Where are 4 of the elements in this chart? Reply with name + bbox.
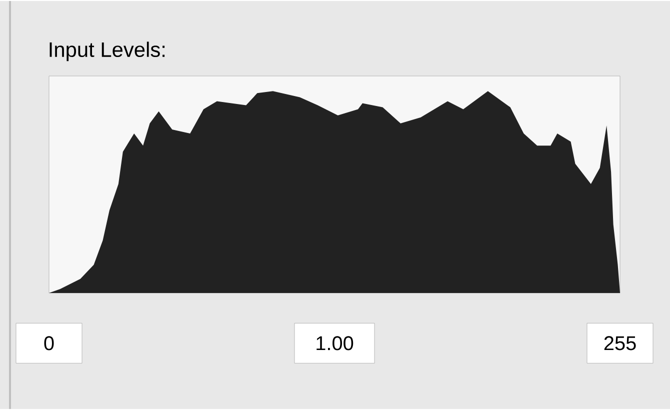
chart-title: Input Levels: [50,42,165,62]
x-tick-label: 255 [604,336,636,350]
x-tick-label: 0 [44,336,54,350]
text: 1.00 [316,336,354,350]
